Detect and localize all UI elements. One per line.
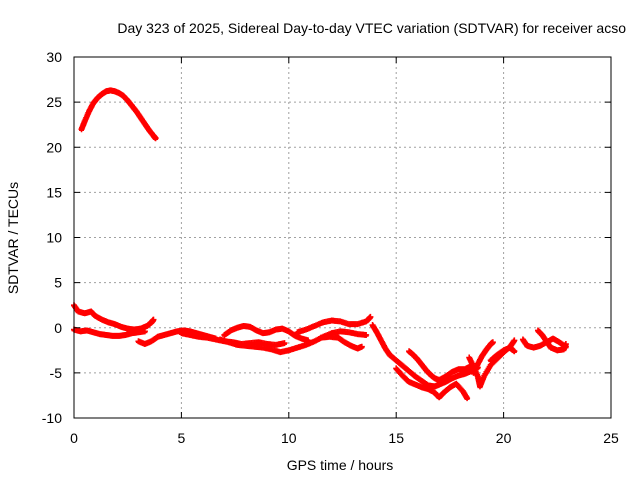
y-tick-label: 5 <box>54 275 62 291</box>
x-tick-label: 0 <box>70 430 78 446</box>
grid-layer <box>74 57 611 418</box>
x-tick-label: 20 <box>496 430 512 446</box>
series-band-g <box>294 313 374 336</box>
x-tick-label: 15 <box>388 430 404 446</box>
data-point <box>489 339 496 346</box>
data-point <box>562 340 569 347</box>
y-tick-label: 20 <box>46 139 62 155</box>
data-point <box>363 331 370 338</box>
data-point <box>141 328 148 335</box>
series-band-b <box>71 326 148 339</box>
series-band-h <box>318 333 365 352</box>
data-point <box>358 343 365 350</box>
data-point <box>511 337 518 344</box>
y-tick-label: 25 <box>46 94 62 110</box>
series-band-p <box>534 327 569 354</box>
x-tick-label: 25 <box>603 430 619 446</box>
x-axis-label: GPS time / hours <box>287 457 394 473</box>
data-point <box>464 395 471 402</box>
y-tick-label: 15 <box>46 184 62 200</box>
series-band-f <box>217 328 370 356</box>
series-band-e <box>221 322 312 344</box>
ticks-layer: 0 5 10 15 20 25 -10 -5 0 5 10 15 20 25 30 <box>42 49 619 446</box>
series-band-a <box>71 302 157 333</box>
y-tick-label: -10 <box>42 410 62 426</box>
points-layer <box>71 87 569 402</box>
series-band-n <box>487 344 518 364</box>
y-tick-label: -5 <box>50 365 63 381</box>
y-tick-label: 0 <box>54 320 62 336</box>
series-band-j <box>393 365 471 402</box>
chart-title: Day 323 of 2025, Sidereal Day-to-day VTE… <box>117 20 626 36</box>
series-arc-high <box>78 87 159 142</box>
data-point <box>152 135 159 142</box>
data-point <box>511 348 518 355</box>
data-point <box>150 316 157 323</box>
y-tick-label: 10 <box>46 230 62 246</box>
series-band-k <box>406 348 475 384</box>
y-axis-label: SDTVAR / TECUs <box>5 182 21 294</box>
series-band-i <box>369 322 481 390</box>
x-tick-label: 5 <box>178 430 186 446</box>
data-point <box>367 313 374 320</box>
y-tick-label: 30 <box>46 49 62 65</box>
series-band-m <box>470 339 496 376</box>
data-point <box>281 340 288 347</box>
x-tick-label: 10 <box>281 430 297 446</box>
